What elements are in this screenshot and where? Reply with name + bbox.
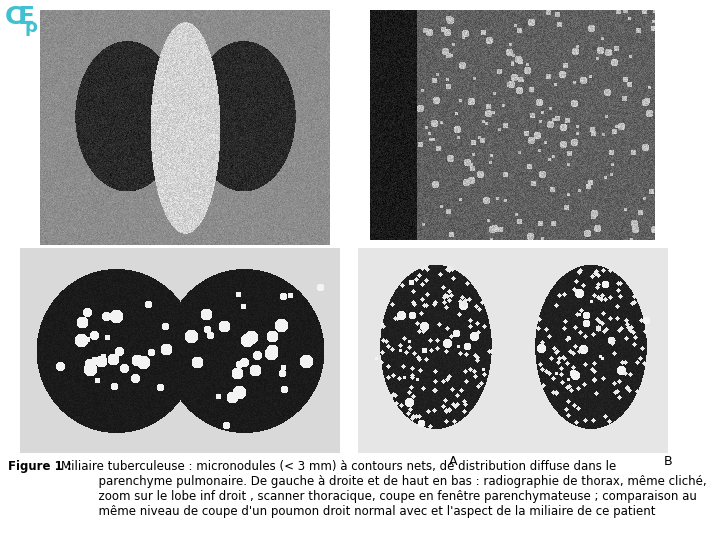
Text: C: C: [5, 5, 23, 29]
Text: Figure 1 :: Figure 1 :: [8, 460, 76, 473]
Text: Miliaire tuberculeuse : micronodules (< 3 mm) à contours nets, de distribution d: Miliaire tuberculeuse : micronodules (< …: [61, 460, 706, 518]
Text: E: E: [18, 5, 35, 29]
Text: p: p: [24, 18, 37, 36]
Text: B: B: [664, 455, 672, 468]
Text: A: A: [449, 455, 457, 468]
